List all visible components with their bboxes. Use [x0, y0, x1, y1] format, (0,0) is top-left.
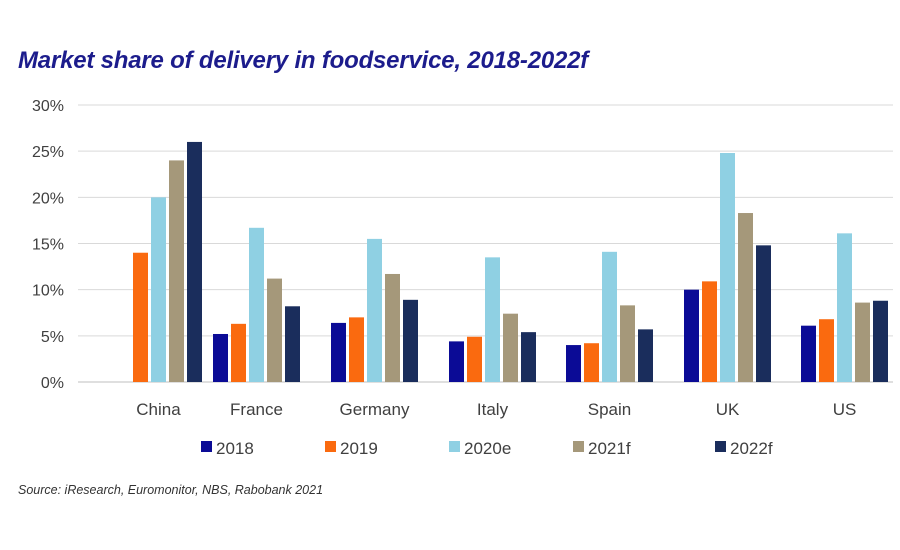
- bar-france-2021f: [267, 278, 282, 382]
- bar-us-2022f: [873, 300, 888, 382]
- y-tick-label: 25%: [32, 144, 64, 161]
- bar-germany-2022f: [403, 299, 418, 382]
- bar-uk-2020e: [720, 153, 735, 382]
- source-note: Source: iResearch, Euromonitor, NBS, Rab…: [18, 483, 324, 497]
- legend-label: 2021f: [588, 439, 631, 458]
- bar-france-2018: [213, 333, 228, 382]
- bar-china-2019: [133, 252, 148, 382]
- bar-germany-2021f: [385, 273, 400, 382]
- x-tick-label: Germany: [340, 400, 410, 419]
- bar-uk-2019: [702, 281, 717, 382]
- bars: [133, 141, 888, 382]
- legend: 2018 2019 2020e 2021f 2022f: [201, 439, 773, 458]
- x-tick-label: China: [136, 400, 181, 419]
- bar-spain-2020e: [602, 251, 617, 382]
- bar-germany-2020e: [367, 238, 382, 382]
- y-tick-label: 10%: [32, 283, 64, 300]
- bar-italy-2022f: [521, 332, 536, 382]
- bar-italy-2021f: [503, 313, 518, 382]
- bar-us-2019: [819, 319, 834, 382]
- bar-germany-2018: [331, 322, 346, 382]
- bar-spain-2019: [584, 343, 599, 382]
- chart-title: Market share of delivery in foodservice,…: [18, 47, 589, 74]
- x-tick-label: Spain: [588, 400, 631, 419]
- bar-us-2021f: [855, 302, 870, 382]
- bar-italy-2018: [449, 341, 464, 382]
- legend-swatch: [573, 441, 584, 452]
- legend-swatch: [715, 441, 726, 452]
- bar-france-2019: [231, 323, 246, 382]
- y-tick-label: 0%: [41, 375, 64, 392]
- x-tick-label: France: [230, 400, 283, 419]
- legend-swatch: [449, 441, 460, 452]
- bar-us-2020e: [837, 233, 852, 382]
- y-axis-tick-labels: 0% 5% 10% 15% 20% 25% 30%: [32, 98, 64, 392]
- bar-france-2020e: [249, 227, 264, 382]
- x-axis-tick-labels: China France Germany Italy Spain UK US: [136, 400, 856, 419]
- bar-china-2020e: [151, 197, 166, 382]
- bar-uk-2022f: [756, 245, 771, 382]
- y-tick-label: 15%: [32, 237, 64, 254]
- bar-spain-2021f: [620, 305, 635, 382]
- y-tick-label: 5%: [41, 329, 64, 346]
- x-tick-label: UK: [716, 400, 740, 419]
- bar-spain-2018: [566, 345, 581, 382]
- x-tick-label: Italy: [477, 400, 509, 419]
- legend-label: 2020e: [464, 439, 511, 458]
- bar-us-2018: [801, 325, 816, 382]
- bar-germany-2019: [349, 317, 364, 382]
- y-tick-label: 20%: [32, 190, 64, 207]
- bar-uk-2018: [684, 289, 699, 382]
- bar-italy-2019: [467, 336, 482, 382]
- legend-label: 2022f: [730, 439, 773, 458]
- bar-uk-2021f: [738, 213, 753, 382]
- legend-swatch: [325, 441, 336, 452]
- x-tick-label: US: [833, 400, 857, 419]
- bar-italy-2020e: [485, 257, 500, 382]
- bar-spain-2022f: [638, 329, 653, 382]
- y-tick-label: 30%: [32, 98, 64, 115]
- bar-france-2022f: [285, 306, 300, 382]
- bar-china-2021f: [169, 160, 184, 382]
- legend-label: 2018: [216, 439, 254, 458]
- legend-label: 2019: [340, 439, 378, 458]
- bar-china-2022f: [187, 141, 202, 382]
- legend-swatch: [201, 441, 212, 452]
